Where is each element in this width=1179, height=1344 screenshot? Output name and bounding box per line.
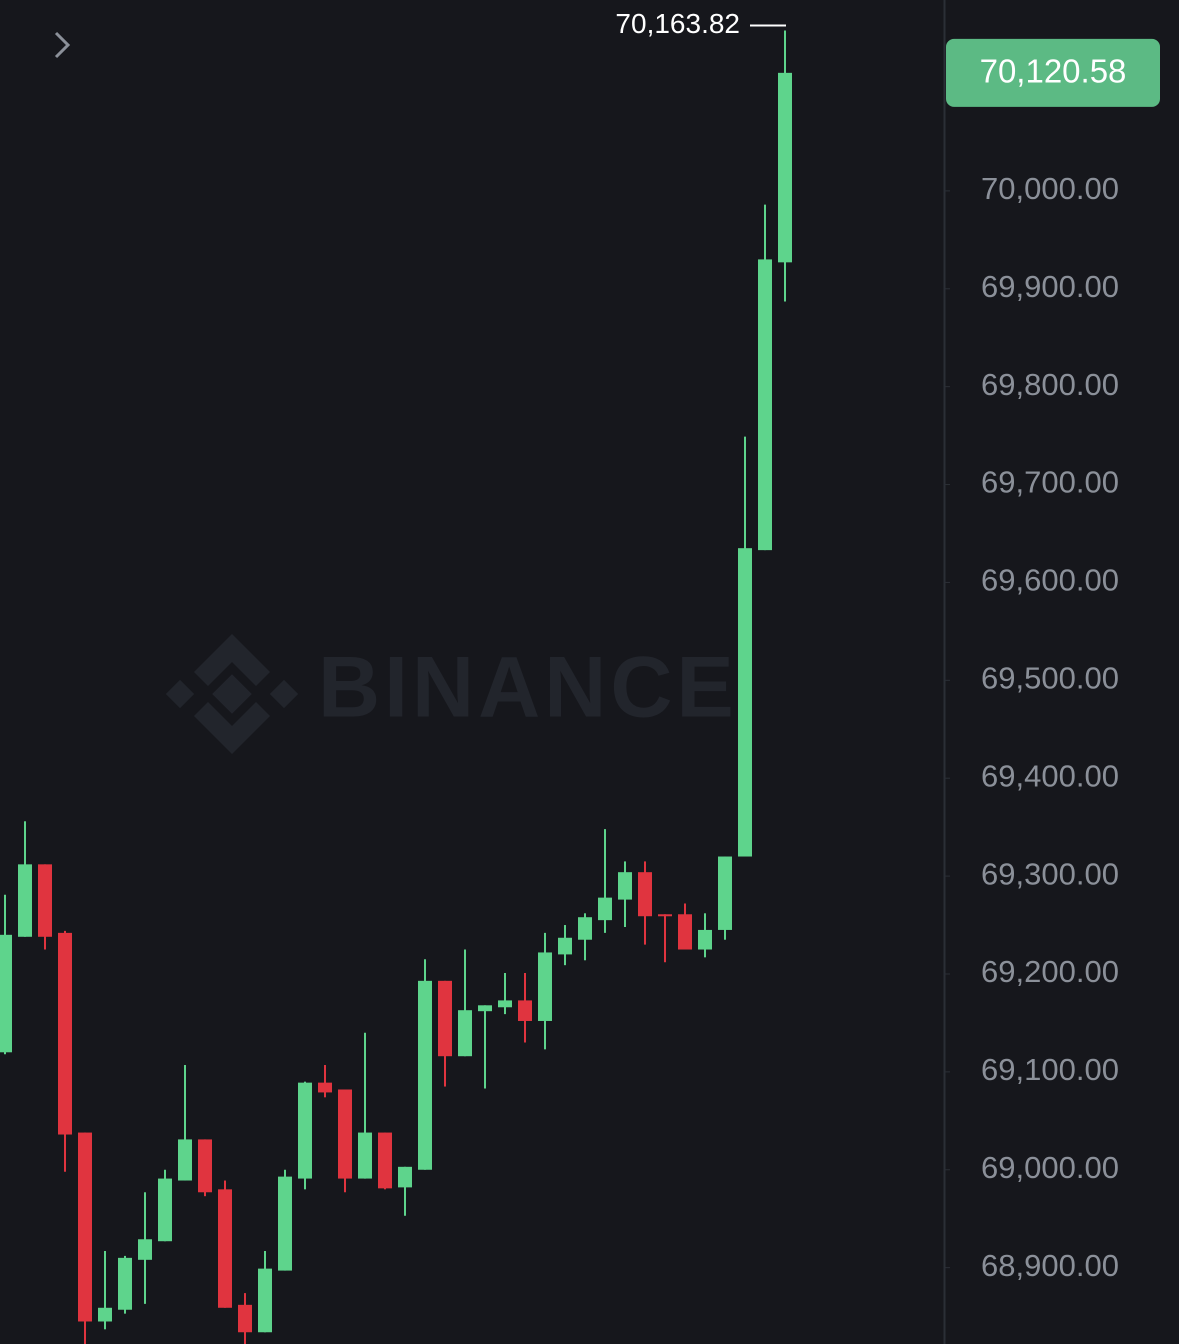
candle-body bbox=[578, 917, 592, 940]
candle-body bbox=[278, 1176, 292, 1271]
candle-body bbox=[778, 72, 792, 263]
candle-body bbox=[18, 864, 32, 937]
candle-body bbox=[38, 864, 52, 937]
high-marker-label: 70,163.82 bbox=[615, 8, 740, 39]
y-tick-label: 69,900.00 bbox=[981, 269, 1119, 304]
candle-body bbox=[238, 1304, 252, 1333]
y-tick-label: 69,300.00 bbox=[981, 856, 1119, 891]
candle-body bbox=[298, 1082, 312, 1179]
candle-body bbox=[678, 914, 692, 950]
candle-body bbox=[258, 1268, 272, 1333]
candle-body bbox=[478, 1005, 492, 1012]
candle-body bbox=[98, 1307, 112, 1322]
candle-body bbox=[358, 1132, 372, 1179]
candle-body bbox=[0, 934, 12, 1053]
y-tick-label: 69,000.00 bbox=[981, 1150, 1119, 1185]
candle-body bbox=[178, 1139, 192, 1181]
candle-body bbox=[218, 1189, 232, 1308]
y-tick-label: 68,900.00 bbox=[981, 1248, 1119, 1283]
watermark: BINANCE bbox=[318, 640, 738, 736]
candle-body bbox=[618, 872, 632, 900]
y-tick-label: 69,100.00 bbox=[981, 1052, 1119, 1087]
expand-chevron[interactable] bbox=[54, 31, 71, 59]
y-tick-label: 70,000.00 bbox=[981, 171, 1119, 206]
y-tick-label: 69,600.00 bbox=[981, 563, 1119, 598]
y-tick-label: 69,800.00 bbox=[981, 367, 1119, 402]
candle-body bbox=[438, 980, 452, 1057]
candle-body bbox=[78, 1132, 92, 1322]
candle-body bbox=[378, 1132, 392, 1189]
candle-body bbox=[398, 1166, 412, 1188]
candle-body bbox=[538, 952, 552, 1021]
price-tag-label: 70,120.58 bbox=[980, 53, 1127, 90]
candle-body bbox=[158, 1178, 172, 1242]
y-tick-label: 69,700.00 bbox=[981, 465, 1119, 500]
candle-body bbox=[518, 1000, 532, 1021]
y-tick-label: 69,500.00 bbox=[981, 661, 1119, 696]
candle-body bbox=[58, 932, 72, 1135]
watermark-logo bbox=[165, 634, 299, 754]
candle-body bbox=[598, 897, 612, 921]
candle-body bbox=[138, 1239, 152, 1260]
candle-body bbox=[758, 259, 772, 551]
candle-body bbox=[118, 1257, 132, 1310]
y-tick-label: 69,400.00 bbox=[981, 758, 1119, 793]
candle-body bbox=[738, 548, 752, 857]
candle-body bbox=[558, 937, 572, 955]
candle-body bbox=[698, 929, 712, 950]
candle-body bbox=[198, 1139, 212, 1193]
candle-body bbox=[418, 980, 432, 1170]
candle-body bbox=[658, 914, 672, 917]
y-tick-label: 69,200.00 bbox=[981, 954, 1119, 989]
candle-body bbox=[458, 1010, 472, 1057]
candle-body bbox=[638, 872, 652, 917]
candle-body bbox=[338, 1089, 352, 1179]
candle-body bbox=[718, 856, 732, 930]
price-tag bbox=[946, 38, 1160, 107]
candle-body bbox=[498, 1000, 512, 1008]
candle-body bbox=[318, 1082, 332, 1093]
